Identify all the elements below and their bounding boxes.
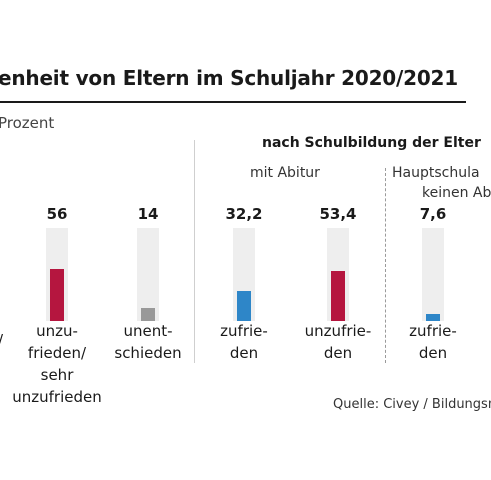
- subgroup-hauptschule: Hauptschula: [392, 165, 480, 181]
- subgroup-hauptschule-line2: keinen Ab: [422, 185, 491, 201]
- title-rule: [0, 101, 466, 103]
- bar: [331, 271, 345, 321]
- bar: [426, 314, 440, 321]
- bar-value-label: 53,4: [319, 205, 357, 223]
- category-label: zufrie- den: [220, 322, 268, 362]
- bar-value-label: 14: [137, 205, 159, 223]
- category-label: unzufrie- den: [304, 322, 372, 362]
- category-label: unzu- frieden/ sehr unzufrieden: [12, 322, 102, 406]
- category-label: zufrie- den: [409, 322, 457, 362]
- subgroup-abitur: mit Abitur: [250, 165, 320, 181]
- bar: [50, 269, 64, 321]
- bar-track: [422, 228, 444, 321]
- bar-value-label: 32,2: [225, 205, 263, 223]
- bar-track: [327, 228, 349, 321]
- bar-value-label: 56: [46, 205, 68, 223]
- bar: [237, 291, 251, 321]
- category-label: unent- schieden: [114, 322, 182, 362]
- bar-track: [137, 228, 159, 321]
- bar-track: [46, 228, 68, 321]
- separator-dashed: [385, 168, 386, 363]
- source-note: Quelle: Civey / Bildungsm: [333, 397, 491, 412]
- chart-title: enheit von Eltern im Schuljahr 2020/2021: [0, 66, 458, 90]
- unit-label: Prozent: [0, 114, 55, 132]
- group-header: nach Schulbildung der Elter: [262, 135, 481, 151]
- left-edge-glyph: /: [0, 331, 3, 349]
- bar-value-label: 7,6: [419, 205, 447, 223]
- separator-line: [194, 140, 195, 363]
- bar: [141, 308, 155, 321]
- bar-track: [233, 228, 255, 321]
